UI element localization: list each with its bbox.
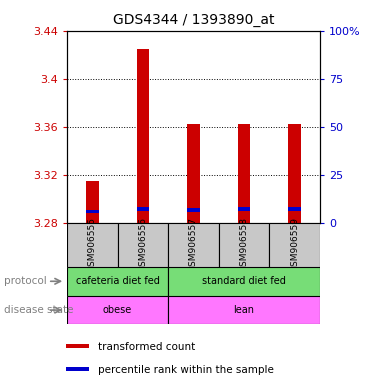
Bar bbox=[137, 207, 149, 211]
Bar bbox=[237, 124, 250, 223]
Text: GSM906559: GSM906559 bbox=[290, 217, 299, 272]
Bar bbox=[66, 344, 89, 348]
Bar bbox=[187, 208, 200, 212]
Text: GSM906557: GSM906557 bbox=[189, 217, 198, 272]
Text: transformed count: transformed count bbox=[98, 341, 196, 352]
Text: cafeteria diet fed: cafeteria diet fed bbox=[76, 276, 159, 286]
Bar bbox=[67, 296, 168, 324]
Bar bbox=[168, 267, 320, 296]
Bar bbox=[237, 207, 250, 211]
Bar bbox=[118, 223, 168, 267]
Bar bbox=[137, 49, 149, 223]
Text: protocol: protocol bbox=[4, 276, 47, 286]
Text: GSM906558: GSM906558 bbox=[239, 217, 249, 272]
Bar bbox=[168, 296, 320, 324]
Bar bbox=[187, 124, 200, 223]
Bar bbox=[219, 223, 269, 267]
Text: standard diet fed: standard diet fed bbox=[202, 276, 286, 286]
Bar bbox=[67, 267, 168, 296]
Bar bbox=[168, 223, 219, 267]
Title: GDS4344 / 1393890_at: GDS4344 / 1393890_at bbox=[113, 13, 274, 27]
Text: lean: lean bbox=[234, 305, 254, 315]
Text: disease state: disease state bbox=[4, 305, 73, 315]
Bar bbox=[269, 223, 320, 267]
Text: GSM906555: GSM906555 bbox=[88, 217, 97, 272]
Bar bbox=[86, 181, 99, 223]
Bar bbox=[86, 210, 99, 213]
Text: percentile rank within the sample: percentile rank within the sample bbox=[98, 364, 274, 375]
Bar bbox=[288, 124, 301, 223]
Bar bbox=[288, 207, 301, 211]
Bar bbox=[66, 367, 89, 371]
Bar bbox=[67, 223, 118, 267]
Text: GSM906556: GSM906556 bbox=[138, 217, 147, 272]
Text: obese: obese bbox=[103, 305, 132, 315]
